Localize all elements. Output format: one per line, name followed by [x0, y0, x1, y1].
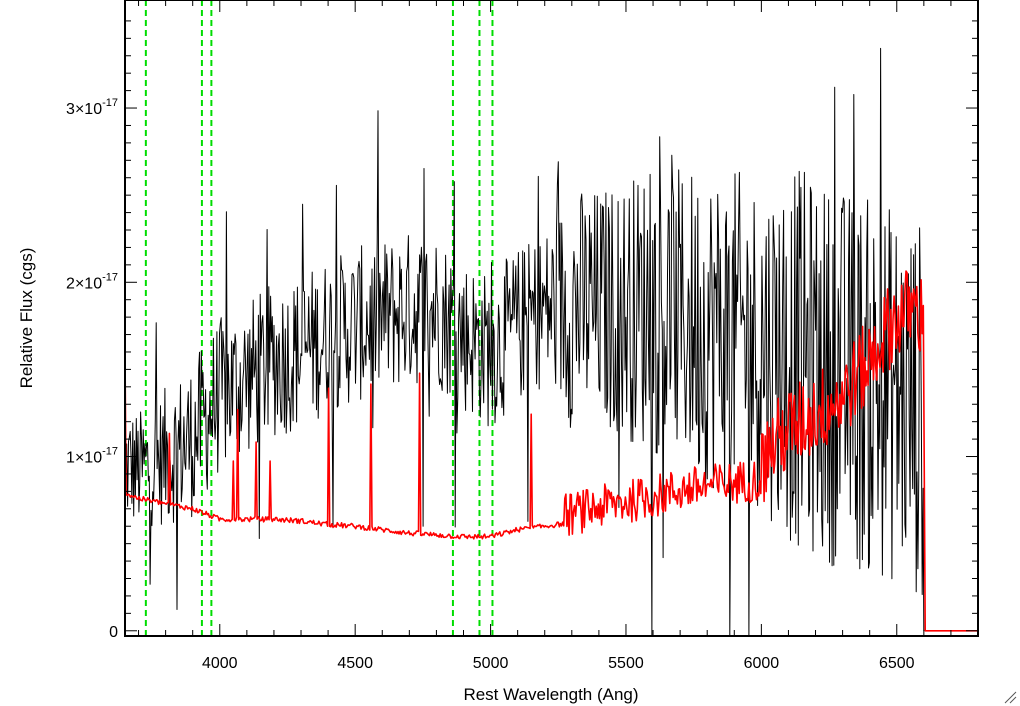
- x-axis-title: Rest Wavelength (Ang): [463, 685, 638, 704]
- y-tick-label: 1×10-17: [66, 446, 118, 467]
- emission-line-markers: [144, 0, 494, 636]
- y-tick-label: 0: [109, 624, 118, 641]
- y-tick-mantissa: 1×10: [66, 450, 102, 467]
- y-tick-label: 2×10-17: [66, 271, 118, 292]
- x-tick-label: 4000: [202, 655, 238, 672]
- y-axis-title: Relative Flux (cgs): [17, 248, 36, 389]
- x-tick-label: 4500: [337, 655, 373, 672]
- axis-ticks: [125, 0, 979, 636]
- y-tick-mantissa: 0: [109, 624, 118, 641]
- y-tick-exponent: -17: [102, 97, 118, 109]
- x-tick-label: 5000: [473, 655, 509, 672]
- x-tick-labels: 4000 4500 5000 5500 6000 6500: [202, 655, 915, 672]
- x-tick-label: 6500: [879, 655, 915, 672]
- x-tick-label: 6000: [744, 655, 780, 672]
- y-tick-exponent: -17: [102, 271, 118, 283]
- y-tick-label: 3×10-17: [66, 97, 118, 118]
- x-tick-label: 5500: [608, 655, 644, 672]
- resize-grip-icon[interactable]: [1003, 690, 1017, 704]
- spectrum-series: [124, 47, 978, 637]
- y-tick-mantissa: 3×10: [66, 101, 102, 118]
- y-tick-mantissa: 2×10: [66, 275, 102, 292]
- y-tick-labels: 01×10-172×10-173×10-17: [66, 97, 118, 641]
- observed-spectrum-line: [124, 47, 925, 637]
- plot-frame: [124, 0, 979, 637]
- model-spectrum-line: [124, 270, 978, 632]
- y-tick-exponent: -17: [102, 446, 118, 458]
